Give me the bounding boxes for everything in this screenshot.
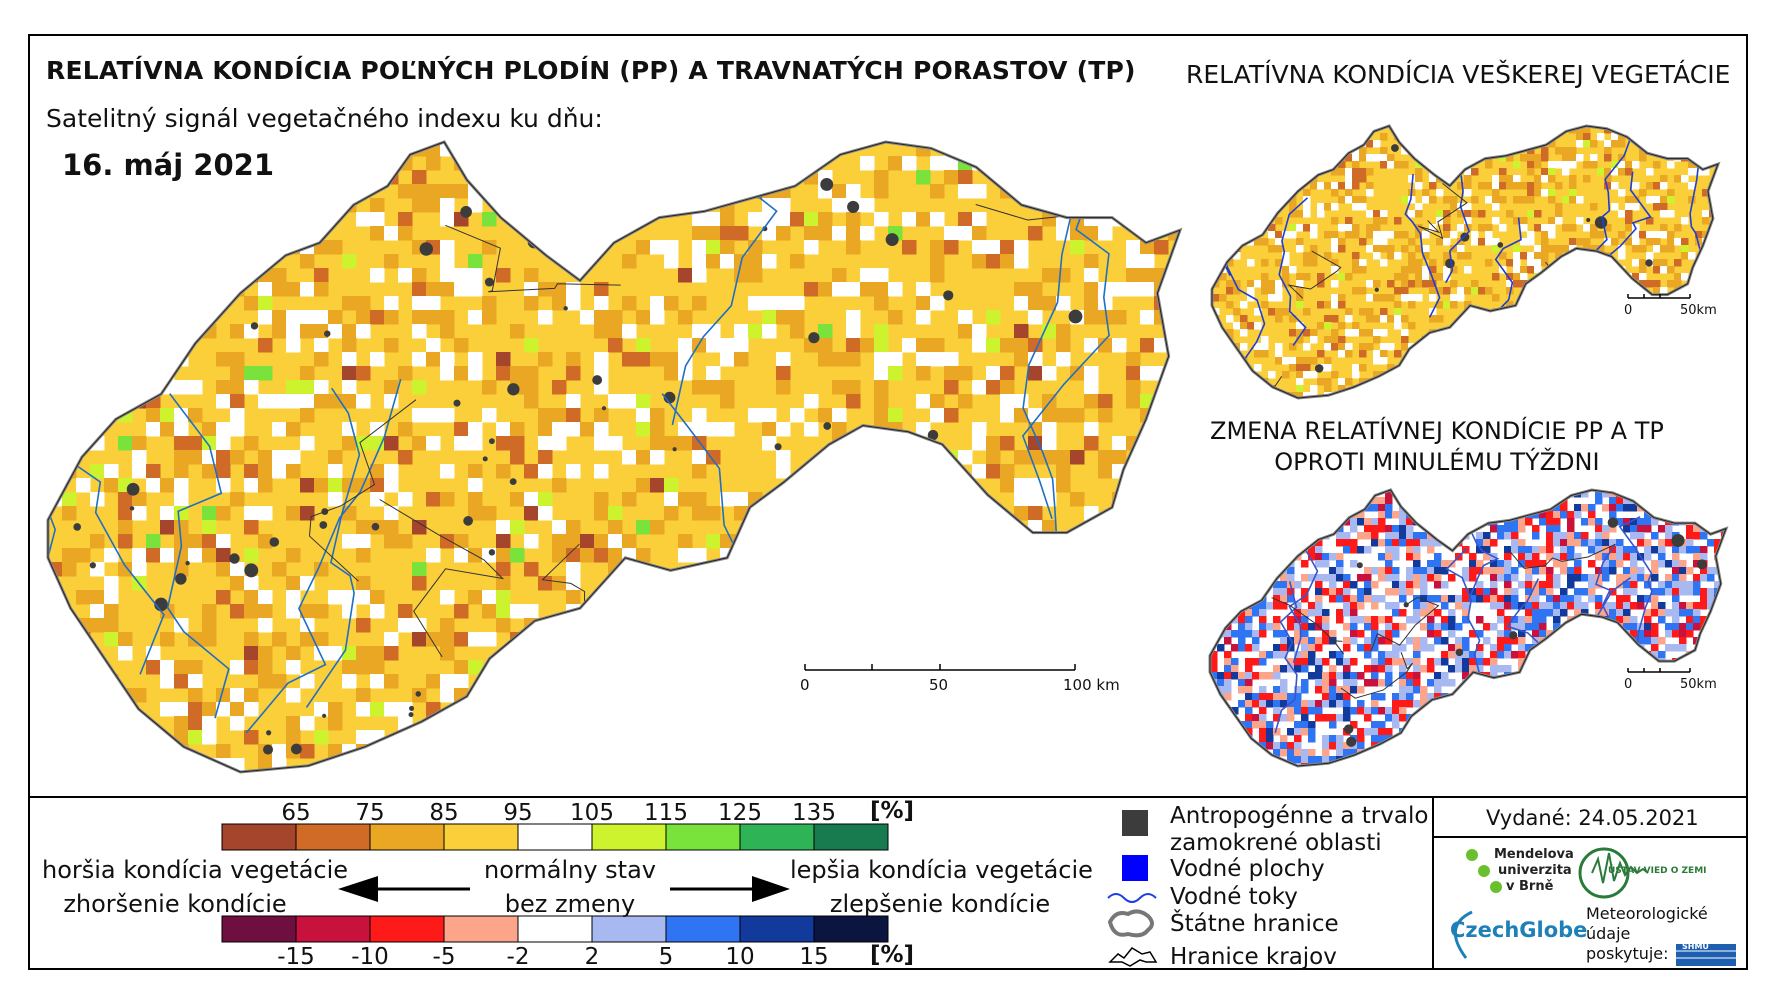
better-description: lepšia kondícia vegetácie zlepšenie kond… [790, 853, 1093, 921]
change-swatch [369, 915, 445, 943]
small-scalebar-2 [1627, 668, 1691, 673]
change-tick: 15 [799, 944, 829, 970]
change-map-title-line1: ZMENA RELATÍVNEJ KONDÍCIE PP A TP [1210, 417, 1664, 445]
ustav-text: ÚSTAV VIED O ZEMI [1608, 866, 1707, 876]
change-tick: -5 [432, 944, 456, 970]
anthropogenic-label-1: Antropogénne a trvalo [1170, 803, 1429, 829]
rivers-label: Vodné toky [1170, 884, 1298, 910]
meteo-text: Meteorologické údaje poskytuje: [1586, 904, 1708, 964]
normal-text-1: normálny stav [484, 856, 656, 884]
czechglobe-logo [1453, 910, 1473, 959]
condition-swatch [591, 823, 667, 851]
change-swatch [517, 915, 593, 943]
small2-scalebar-50: 50km [1680, 677, 1717, 692]
cond-tick: 105 [570, 800, 614, 826]
cond-unit: [%] [870, 798, 915, 824]
date-label: 16. máj 2021 [62, 148, 275, 182]
vegetation-condition-map [1210, 124, 1721, 400]
state-border-label: Štátne hranice [1170, 911, 1339, 937]
better-text-2: zlepšenie kondície [829, 890, 1051, 918]
condition-color-scale [221, 823, 889, 851]
small2-scalebar-0: 0 [1624, 677, 1633, 692]
normal-description: normálny stav bez zmeny [480, 853, 660, 921]
river-symbol [1107, 893, 1157, 903]
main-scalebar [804, 664, 1076, 671]
condition-swatch [665, 823, 741, 851]
change-color-scale [221, 915, 889, 943]
change-swatch [739, 915, 815, 943]
worse-description: horšia kondícia vegetácie zhoršenie kond… [42, 853, 349, 921]
water-body-swatch [1122, 855, 1148, 881]
condition-swatch [295, 823, 371, 851]
change-tick: 2 [584, 944, 600, 970]
condition-swatch [369, 823, 445, 851]
mendel-text-2: univerzita [1498, 863, 1572, 878]
meteo-text-1: Meteorologické [1586, 904, 1708, 923]
region-border-symbol [1108, 947, 1158, 967]
czechglobe-text: CzechGlobe [1450, 918, 1588, 942]
worse-text-1: horšia kondícia vegetácie [42, 856, 349, 884]
water-bodies-label: Vodné plochy [1170, 856, 1325, 882]
change-tick: 5 [658, 944, 674, 970]
worse-arrow [338, 876, 470, 902]
cond-tick: 95 [503, 800, 533, 826]
condition-change-map [1208, 488, 1729, 768]
vegetation-map-title: RELATÍVNA KONDÍCIA VEŠKEREJ VEGETÁCIE [1186, 60, 1731, 89]
main-scalebar-100: 100 km [1063, 676, 1120, 694]
logo-separator [1432, 796, 1434, 970]
cond-tick: 135 [792, 800, 836, 826]
cond-tick: 65 [281, 800, 311, 826]
change-map-title: ZMENA RELATÍVNEJ KONDÍCIE PP A TP OPROTI… [1210, 416, 1664, 478]
shmu-logo [1676, 944, 1736, 966]
worse-text-2: zhoršenie kondície [63, 890, 287, 918]
small1-scalebar-50: 50km [1680, 303, 1717, 318]
change-swatch [813, 915, 889, 943]
cond-tick: 115 [644, 800, 688, 826]
anthropogenic-swatch [1122, 810, 1148, 836]
change-tick: 10 [725, 944, 755, 970]
change-map-title-line2: OPROTI MINULÉMU TÝŽDNI [1274, 448, 1600, 476]
small1-scalebar-0: 0 [1624, 303, 1633, 318]
condition-swatch [221, 823, 297, 851]
condition-swatch [443, 823, 519, 851]
condition-swatch [739, 823, 815, 851]
change-swatch [221, 915, 297, 943]
shmu-text: SHMÚ [1682, 942, 1709, 951]
state-border-symbol [1107, 909, 1154, 938]
change-tick: -10 [351, 944, 389, 970]
main-title: RELATÍVNA KONDÍCIA POĽNÝCH PLODÍN (PP) A… [46, 56, 1136, 85]
change-swatch [665, 915, 741, 943]
mendel-text-1: Mendelova [1494, 847, 1574, 862]
cond-tick: 75 [355, 800, 385, 826]
change-tick: -2 [506, 944, 530, 970]
small-scalebar-1 [1627, 294, 1691, 299]
subtitle: Satelitný signál vegetačného indexu ku d… [46, 104, 603, 133]
region-border-label: Hranice krajov [1170, 944, 1337, 970]
meteo-text-3: poskytuje: [1586, 944, 1669, 963]
anthropogenic-label: Antropogénne a trvalo zamokrené oblasti [1170, 803, 1428, 857]
ustav-logo [1578, 847, 1649, 899]
condition-swatch [517, 823, 593, 851]
anthropogenic-label-2: zamokrené oblasti [1170, 830, 1382, 856]
normal-text-2: bez zmeny [504, 890, 636, 918]
map-frame [28, 34, 1748, 970]
mendel-logo [1466, 849, 1502, 893]
meteo-text-2: údaje [1586, 924, 1631, 943]
better-text-1: lepšia kondícia vegetácie [790, 856, 1093, 884]
issued-separator [1432, 836, 1748, 838]
change-tick: -15 [277, 944, 315, 970]
condition-swatch [813, 823, 889, 851]
main-scalebar-50: 50 [929, 676, 949, 694]
mendel-text-3: v Brně [1506, 879, 1554, 894]
cond-tick: 125 [718, 800, 762, 826]
cond-tick: 85 [429, 800, 459, 826]
main-scalebar-0: 0 [800, 676, 810, 694]
legend-separator [28, 796, 1748, 798]
main-condition-map [46, 140, 1183, 774]
change-swatch [295, 915, 371, 943]
issued-date: Vydané: 24.05.2021 [1486, 806, 1699, 830]
change-unit: [%] [870, 942, 915, 968]
better-arrow [670, 876, 790, 902]
